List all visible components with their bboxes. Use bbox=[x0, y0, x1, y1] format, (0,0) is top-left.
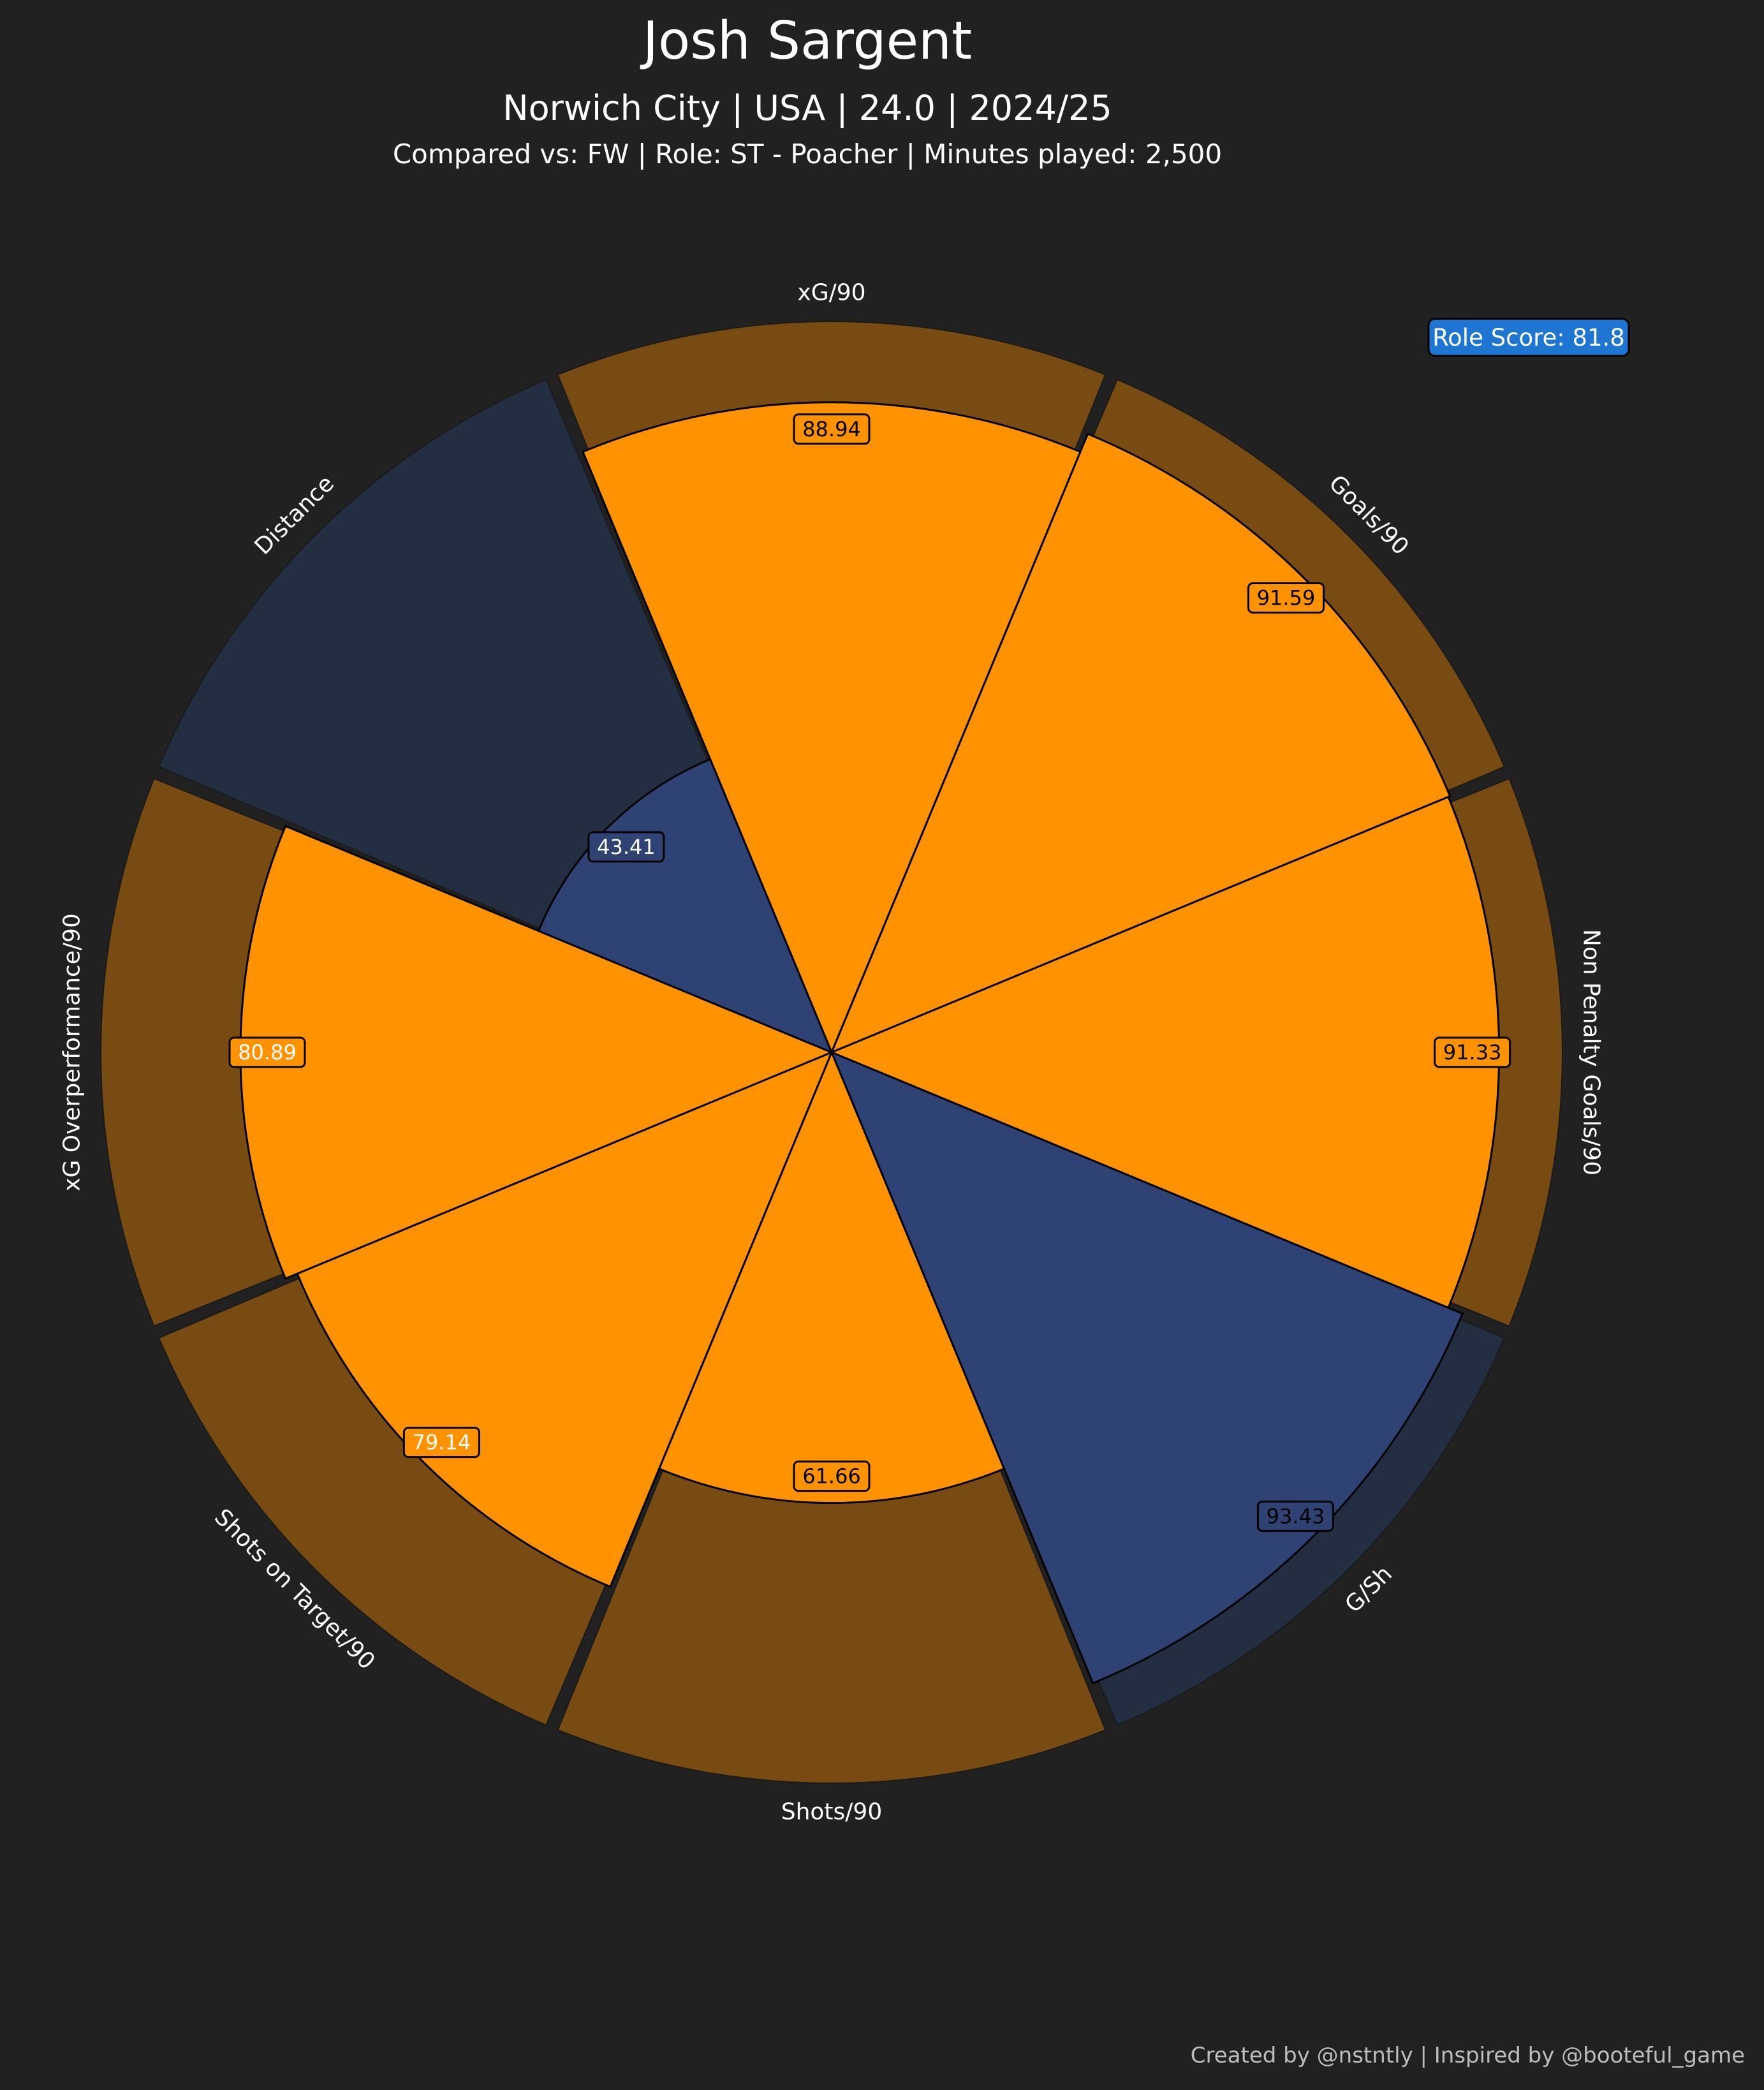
value-label-text: 88.94 bbox=[802, 417, 861, 441]
value-label-text: 79.14 bbox=[413, 1431, 471, 1455]
value-label-text: 43.41 bbox=[597, 835, 656, 859]
value-label-text: 91.59 bbox=[1257, 586, 1316, 610]
value-label-box bbox=[1256, 1500, 1334, 1532]
value-label-box bbox=[402, 1427, 480, 1459]
value-label-text: 80.89 bbox=[238, 1040, 297, 1064]
value-label-box bbox=[793, 413, 871, 445]
value-label-box bbox=[793, 1461, 871, 1492]
category-label-non-penalty-goals-90: Non Penalty Goals/90 bbox=[1578, 929, 1605, 1175]
player-name-title: Josh Sargent bbox=[642, 11, 973, 71]
category-label-shots-90: Shots/90 bbox=[781, 1799, 883, 1825]
value-label-non-penalty-goals-90: 91.33 bbox=[1434, 1036, 1511, 1068]
value-label-box bbox=[1434, 1036, 1511, 1068]
value-label-text: 91.33 bbox=[1443, 1040, 1502, 1064]
category-label-xg-90: xG/90 bbox=[797, 280, 865, 306]
value-slice-xg-90 bbox=[581, 401, 1082, 1055]
value-label-box bbox=[587, 831, 665, 863]
role-score-text: Role Score: 81.8 bbox=[1432, 324, 1625, 351]
value-label-text: 93.43 bbox=[1267, 1504, 1325, 1528]
value-label-shots-90: 61.66 bbox=[793, 1461, 871, 1492]
value-label-xg-90: 88.94 bbox=[793, 413, 871, 445]
value-label-box bbox=[228, 1036, 306, 1068]
footer-credit: Created by @nstntly | Inspired by @boote… bbox=[1190, 2043, 1745, 2068]
value-label-g-sh: 93.43 bbox=[1256, 1500, 1334, 1532]
value-label-text: 61.66 bbox=[802, 1464, 861, 1489]
category-label-xg-overperformance-90: xG Overperformance/90 bbox=[59, 913, 85, 1191]
player-info-subtitle: Norwich City | USA | 24.0 | 2024/25 bbox=[503, 88, 1112, 128]
value-label-box bbox=[1247, 582, 1325, 614]
value-labels-layer: 88.94 91.59 91.33 93.43 61.66 79.14 80.89 43.41 bbox=[228, 413, 1511, 1532]
comparison-info: Compared vs: FW | Role: ST - Poacher | M… bbox=[392, 138, 1223, 170]
value-label-distance: 43.41 bbox=[587, 831, 665, 863]
role-score-badge: Role Score: 81.8 bbox=[1427, 318, 1630, 357]
value-slice-shots-90 bbox=[658, 1050, 1006, 1505]
value-label-shots-on-target-90: 79.14 bbox=[402, 1427, 480, 1459]
value-label-xg-overperformance-90: 80.89 bbox=[228, 1036, 306, 1068]
value-label-goals-90: 91.59 bbox=[1247, 582, 1325, 614]
